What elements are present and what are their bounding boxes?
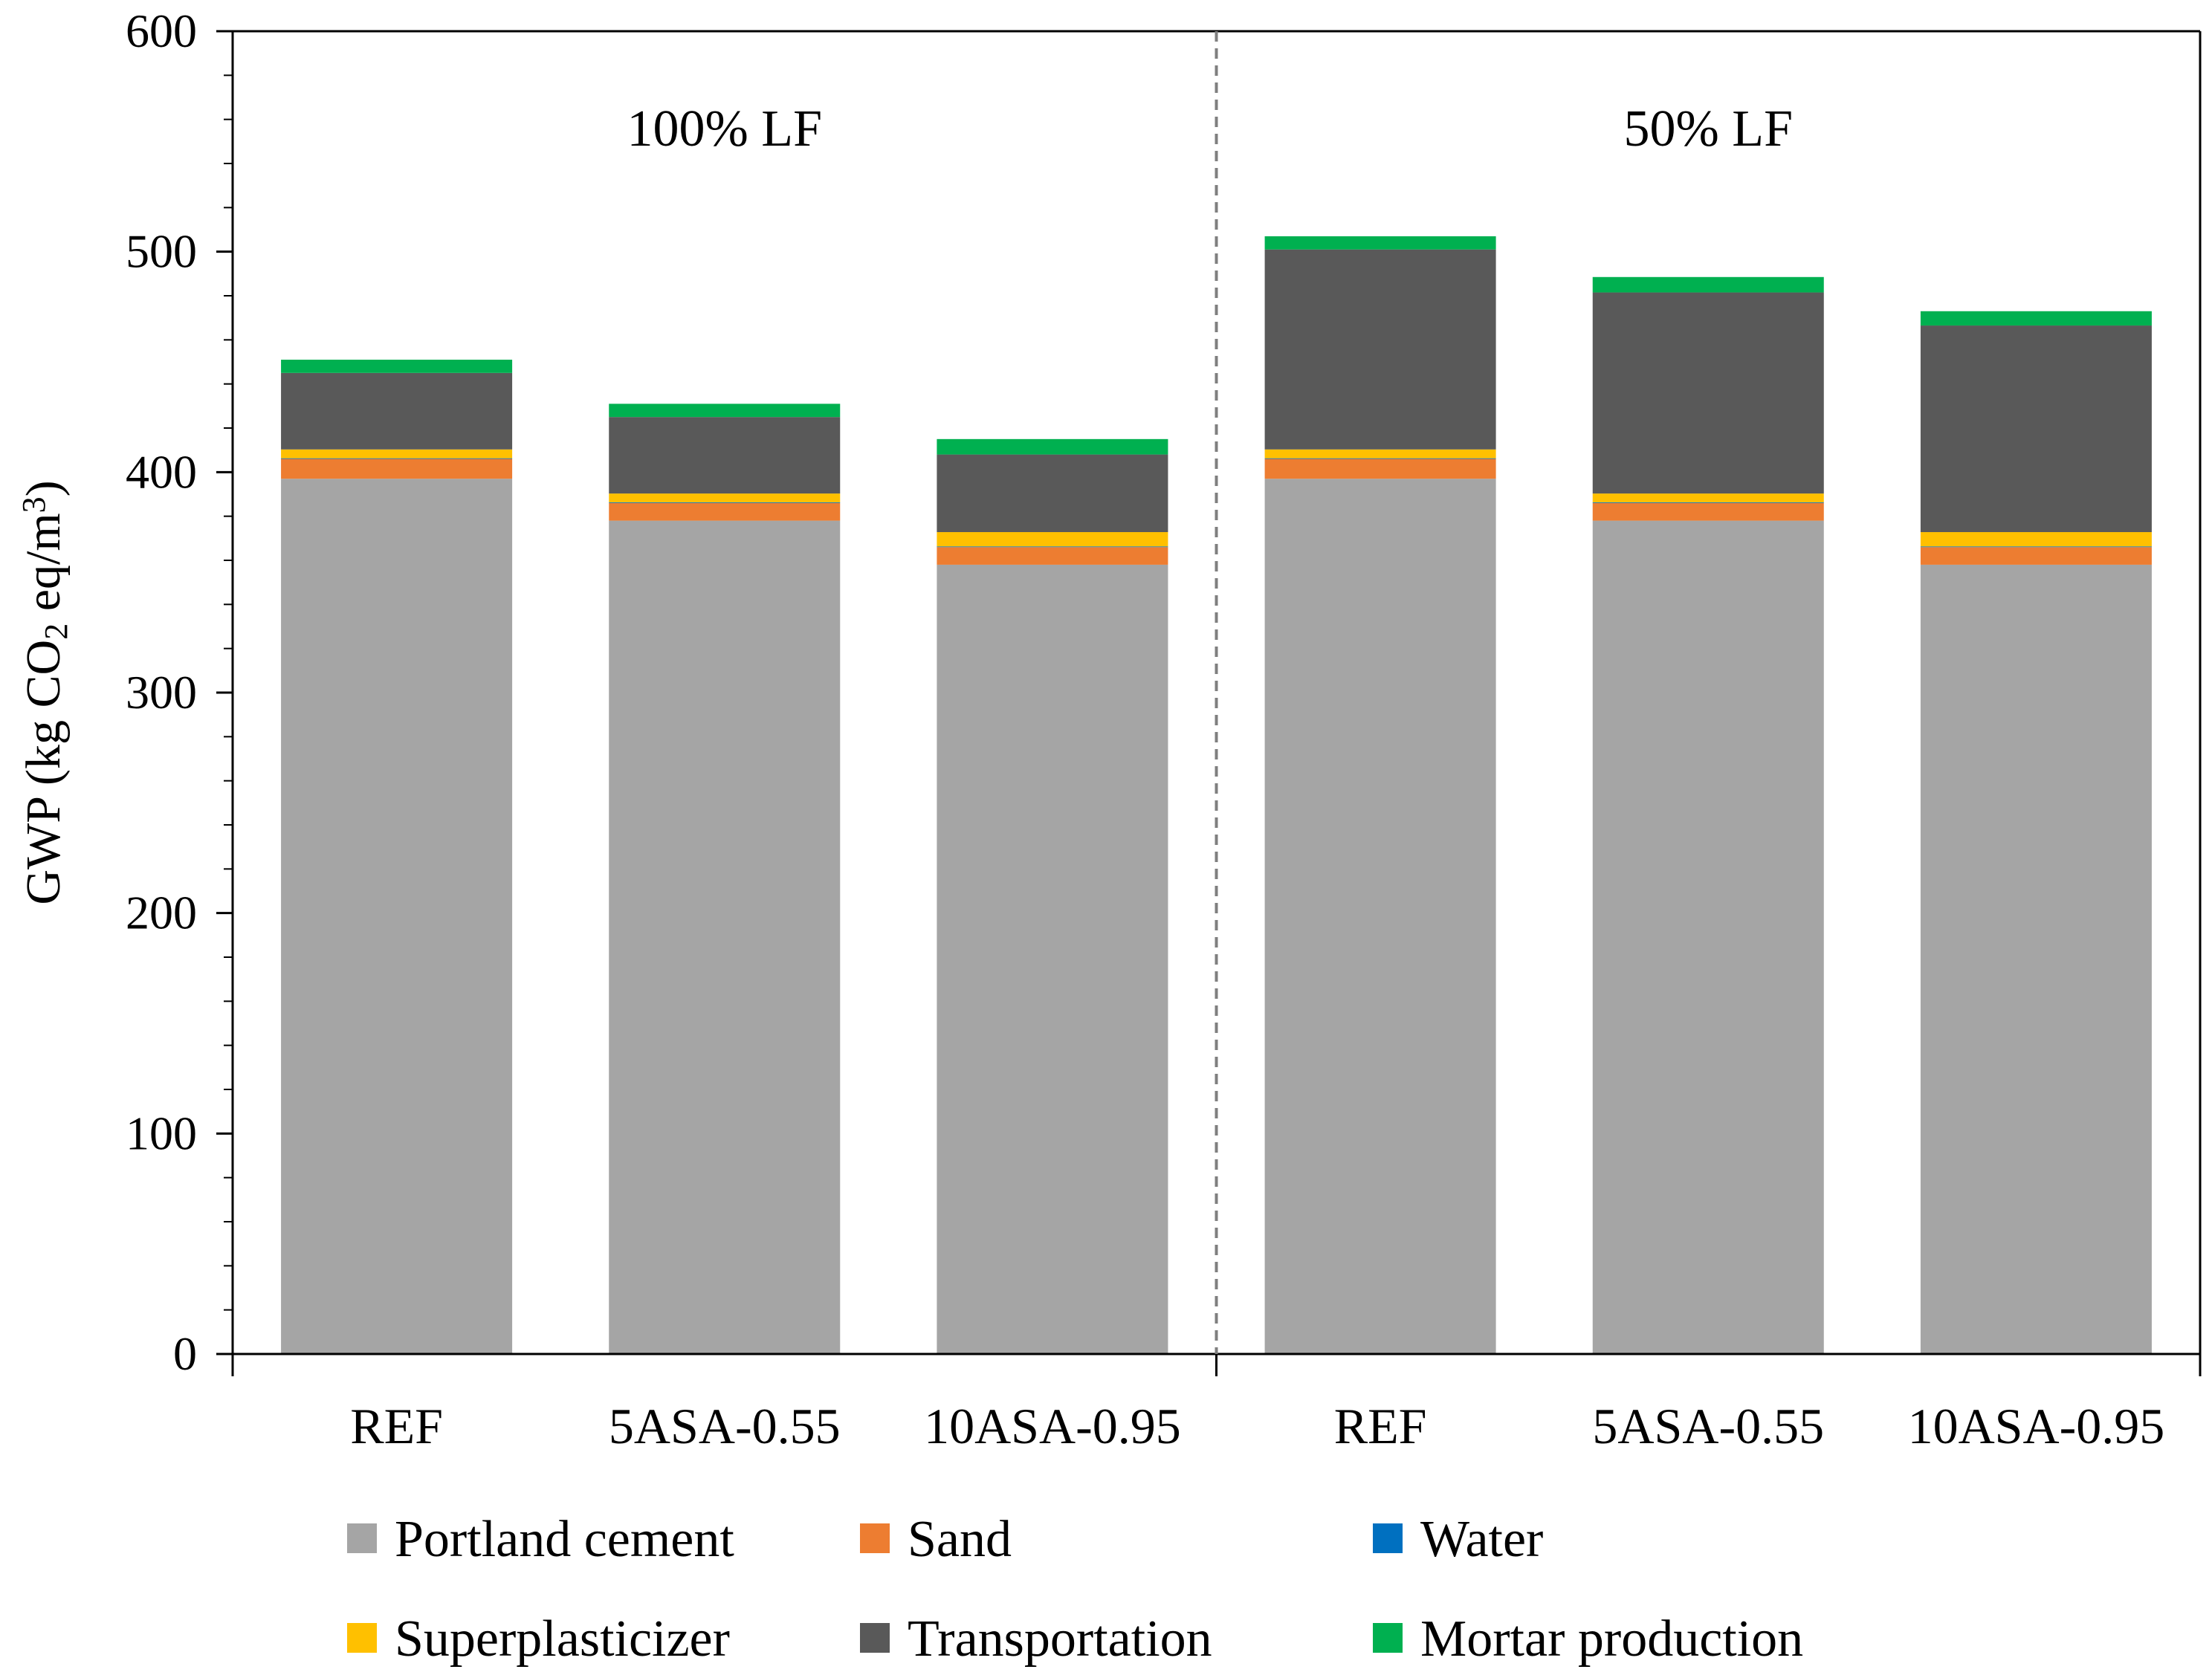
y-tick-label-100: 100	[126, 1107, 197, 1159]
legend-label-mortar-production: Mortar production	[1420, 1610, 1803, 1668]
bar-segment-portland-cement-5	[1920, 564, 2152, 1355]
bar-segment-water-5	[1920, 546, 2152, 548]
group-label-1: 50% LF	[1624, 100, 1794, 158]
bar-segment-mortar-production-4	[1592, 276, 1824, 293]
bar-segment-portland-cement-0	[281, 479, 513, 1354]
bar-segment-superplasticizer-5	[1920, 532, 2152, 547]
bars-layer	[281, 236, 2152, 1355]
bar-segment-mortar-production-1	[609, 404, 841, 418]
bar-segment-sand-3	[1264, 459, 1496, 479]
bar-segment-transportation-4	[1592, 292, 1824, 494]
bar-segment-portland-cement-1	[609, 520, 841, 1354]
x-category-label-4: 5ASA-0.55	[1592, 1398, 1824, 1454]
bar-segment-transportation-2	[937, 454, 1168, 533]
bar-segment-transportation-5	[1920, 325, 2152, 533]
y-tick-label-200: 200	[126, 887, 197, 939]
legend: Portland cement Sand Water Superplasticizer…	[347, 1511, 1803, 1668]
bar-segment-sand-1	[609, 502, 841, 521]
y-axis-title: GWP (kg CO2 eq/m3)	[16, 480, 74, 904]
legend-swatch-transportation	[860, 1623, 890, 1653]
legend-label-portland-cement: Portland cement	[395, 1511, 734, 1568]
bar-segment-superplasticizer-2	[937, 532, 1168, 547]
legend-label-transportation: Transportation	[908, 1610, 1212, 1668]
y-tick-label-0: 0	[173, 1327, 197, 1380]
legend-swatch-sand	[860, 1523, 890, 1553]
bar-segment-portland-cement-4	[1592, 520, 1824, 1354]
bar-segment-mortar-production-3	[1264, 236, 1496, 250]
legend-swatch-water	[1373, 1523, 1403, 1553]
bar-segment-mortar-production-2	[937, 438, 1168, 455]
bar-segment-superplasticizer-0	[281, 449, 513, 459]
y-tick-label-300: 300	[126, 666, 197, 719]
bar-segment-sand-4	[1592, 502, 1824, 521]
x-category-label-2: 10ASA-0.95	[924, 1398, 1181, 1454]
bar-segment-portland-cement-3	[1264, 479, 1496, 1354]
bar-segment-superplasticizer-4	[1592, 493, 1824, 502]
bar-segment-portland-cement-2	[937, 564, 1168, 1355]
legend-swatch-portland-cement	[347, 1523, 377, 1553]
y-tick-label-500: 500	[126, 225, 197, 278]
legend-label-water: Water	[1420, 1511, 1543, 1568]
bar-segment-sand-5	[1920, 547, 2152, 565]
bar-segment-sand-2	[937, 547, 1168, 565]
x-category-label-5: 10ASA-0.95	[1908, 1398, 2165, 1454]
x-category-label-0: REF	[350, 1398, 443, 1454]
bar-segment-water-2	[937, 546, 1168, 548]
bar-segment-sand-0	[281, 459, 513, 479]
group-label-0: 100% LF	[627, 100, 823, 158]
bar-segment-transportation-3	[1264, 249, 1496, 450]
bar-segment-water-4	[1592, 502, 1824, 503]
labels-layer: 0 100 200 300 400 500 600 REF 5ASA-0.55 10ASA-0.9…	[16, 4, 2164, 1454]
y-tick-label-400: 400	[126, 445, 197, 498]
bar-segment-transportation-0	[281, 372, 513, 450]
legend-swatch-mortar-production	[1373, 1623, 1403, 1653]
y-tick-label-600: 600	[126, 4, 197, 57]
bar-segment-mortar-production-0	[281, 360, 513, 373]
bar-segment-water-1	[609, 502, 841, 503]
x-category-label-1: 5ASA-0.55	[609, 1398, 841, 1454]
x-category-label-3: REF	[1334, 1398, 1427, 1454]
axes-layer	[216, 30, 2202, 1376]
bar-segment-mortar-production-5	[1920, 311, 2152, 326]
legend-label-sand: Sand	[908, 1511, 1012, 1568]
bar-segment-transportation-1	[609, 417, 841, 494]
bar-segment-superplasticizer-3	[1264, 449, 1496, 459]
legend-swatch-superplasticizer	[347, 1623, 377, 1653]
bar-segment-superplasticizer-1	[609, 493, 841, 502]
legend-label-superplasticizer: Superplasticizer	[395, 1610, 730, 1668]
